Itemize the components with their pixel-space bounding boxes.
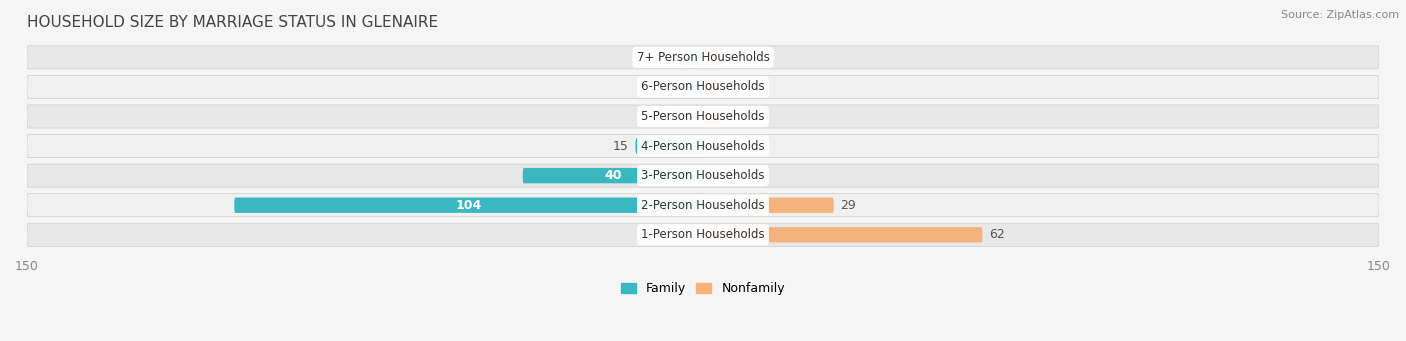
FancyBboxPatch shape (703, 138, 721, 154)
Text: 0: 0 (671, 110, 678, 123)
Text: 62: 62 (990, 228, 1005, 241)
Text: 104: 104 (456, 199, 482, 212)
Text: 0: 0 (728, 51, 735, 64)
Text: Source: ZipAtlas.com: Source: ZipAtlas.com (1281, 10, 1399, 20)
FancyBboxPatch shape (27, 164, 1379, 187)
Text: HOUSEHOLD SIZE BY MARRIAGE STATUS IN GLENAIRE: HOUSEHOLD SIZE BY MARRIAGE STATUS IN GLE… (27, 15, 439, 30)
FancyBboxPatch shape (27, 223, 1379, 246)
Text: 0: 0 (728, 139, 735, 152)
FancyBboxPatch shape (523, 168, 703, 183)
Text: 0: 0 (671, 228, 678, 241)
Text: 4-Person Households: 4-Person Households (641, 139, 765, 152)
Text: 0: 0 (728, 169, 735, 182)
FancyBboxPatch shape (703, 79, 721, 94)
FancyBboxPatch shape (703, 197, 834, 213)
Text: 1-Person Households: 1-Person Households (641, 228, 765, 241)
FancyBboxPatch shape (27, 105, 1379, 128)
Text: 4: 4 (671, 51, 678, 64)
Text: 29: 29 (841, 199, 856, 212)
Text: 2-Person Households: 2-Person Households (641, 199, 765, 212)
Text: 0: 0 (728, 80, 735, 93)
Text: 3-Person Households: 3-Person Households (641, 169, 765, 182)
FancyBboxPatch shape (685, 79, 703, 94)
Text: 0: 0 (728, 110, 735, 123)
FancyBboxPatch shape (685, 50, 703, 65)
FancyBboxPatch shape (703, 109, 721, 124)
Text: 1: 1 (671, 80, 678, 93)
Legend: Family, Nonfamily: Family, Nonfamily (621, 282, 785, 295)
Text: 5-Person Households: 5-Person Households (641, 110, 765, 123)
FancyBboxPatch shape (703, 168, 721, 183)
Text: 6-Person Households: 6-Person Households (641, 80, 765, 93)
Text: 15: 15 (613, 139, 628, 152)
FancyBboxPatch shape (27, 135, 1379, 158)
FancyBboxPatch shape (235, 197, 703, 213)
FancyBboxPatch shape (703, 227, 983, 242)
FancyBboxPatch shape (27, 194, 1379, 217)
FancyBboxPatch shape (27, 46, 1379, 69)
Text: 7+ Person Households: 7+ Person Households (637, 51, 769, 64)
FancyBboxPatch shape (636, 138, 703, 154)
Text: 40: 40 (605, 169, 621, 182)
FancyBboxPatch shape (703, 50, 721, 65)
FancyBboxPatch shape (27, 75, 1379, 99)
